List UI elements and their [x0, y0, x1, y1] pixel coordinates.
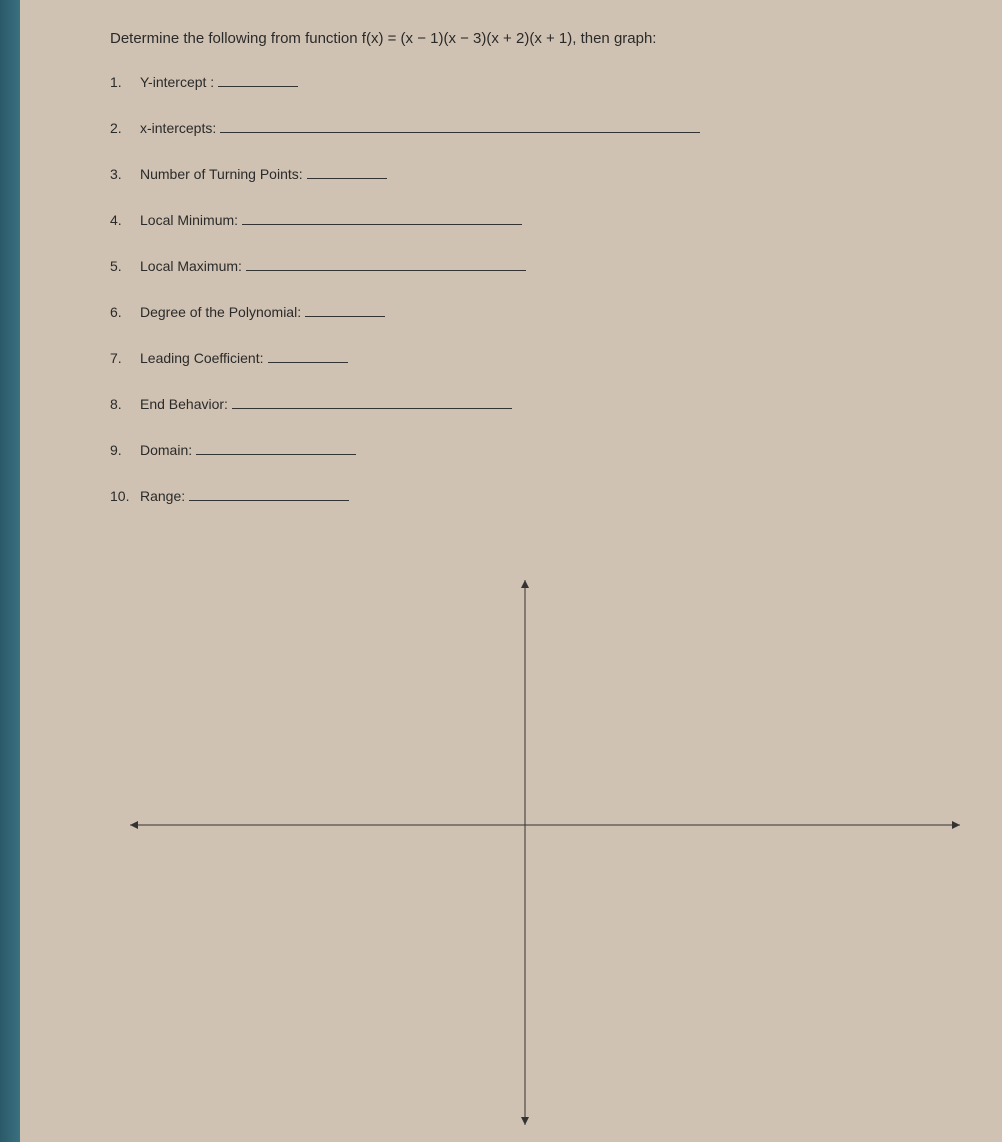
question-number: 10. — [110, 488, 140, 504]
question-number: 3. — [110, 166, 140, 182]
question-label: Range: — [140, 488, 185, 504]
question-label: Degree of the Polynomial: — [140, 304, 301, 320]
answer-blank — [232, 394, 512, 409]
question-number: 8. — [110, 396, 140, 412]
question-item: 8. End Behavior: — [110, 394, 942, 412]
question-number: 1. — [110, 74, 140, 90]
answer-blank — [189, 486, 349, 501]
question-item: 2. x-intercepts: — [110, 118, 942, 136]
answer-blank — [242, 210, 522, 225]
question-label: Local Maximum: — [140, 258, 242, 274]
question-item: 6. Degree of the Polynomial: — [110, 302, 942, 320]
question-label: Local Minimum: — [140, 212, 238, 228]
question-number: 2. — [110, 120, 140, 136]
question-number: 9. — [110, 442, 140, 458]
worksheet-page: Determine the following from function f(… — [20, 0, 1002, 1142]
question-label: Leading Coefficient: — [140, 350, 264, 366]
question-number: 7. — [110, 350, 140, 366]
question-item: 3. Number of Turning Points: — [110, 164, 942, 182]
question-label: Domain: — [140, 442, 192, 458]
question-item: 1. Y-intercept : — [110, 72, 942, 90]
question-list: 1. Y-intercept : 2. x-intercepts: 3. Num… — [110, 72, 942, 504]
answer-blank — [268, 348, 348, 363]
answer-blank — [246, 256, 526, 271]
question-item: 7. Leading Coefficient: — [110, 348, 942, 366]
answer-blank — [307, 164, 387, 179]
graph-axes — [120, 575, 970, 1130]
question-number: 5. — [110, 258, 140, 274]
question-item: 10. Range: — [110, 486, 942, 504]
question-label: x-intercepts: — [140, 120, 216, 136]
answer-blank — [220, 118, 700, 133]
coordinate-plane — [120, 575, 970, 1130]
question-label: Y-intercept : — [140, 74, 214, 90]
answer-blank — [196, 440, 356, 455]
question-item: 5. Local Maximum: — [110, 256, 942, 274]
answer-blank — [305, 302, 385, 317]
question-item: 4. Local Minimum: — [110, 210, 942, 228]
question-number: 4. — [110, 212, 140, 228]
answer-blank — [218, 72, 298, 87]
question-label: End Behavior: — [140, 396, 228, 412]
instruction-text: Determine the following from function f(… — [110, 30, 942, 47]
question-number: 6. — [110, 304, 140, 320]
question-item: 9. Domain: — [110, 440, 942, 458]
binding-edge — [0, 0, 20, 1142]
question-label: Number of Turning Points: — [140, 166, 303, 182]
